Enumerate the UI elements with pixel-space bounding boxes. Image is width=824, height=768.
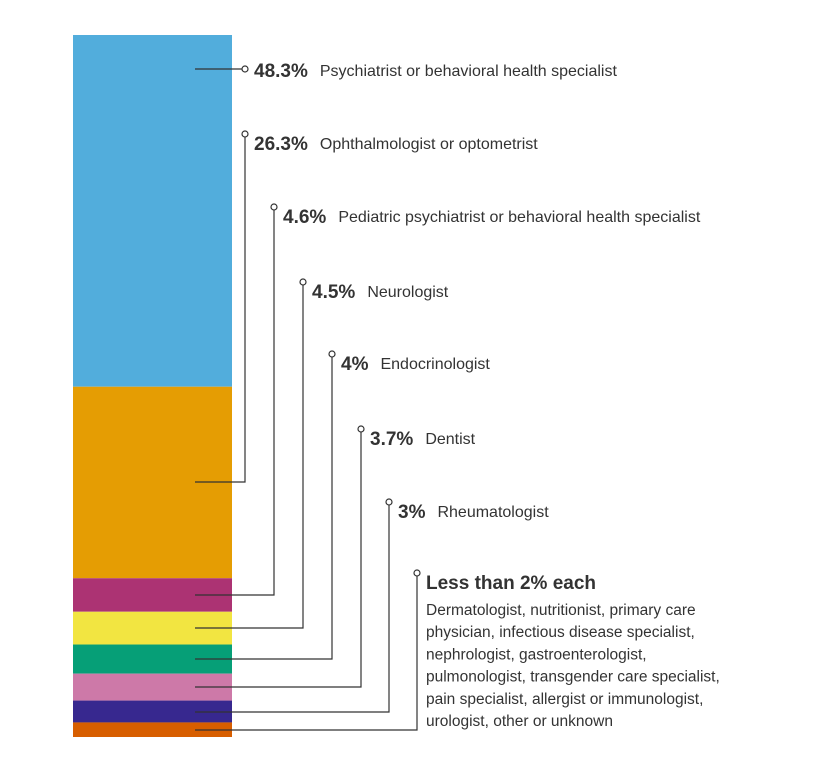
leader-line-4	[195, 285, 304, 629]
leader-dot-7	[385, 498, 393, 506]
segment-name-label-4: Neurologist	[367, 284, 448, 301]
leader-dot-2	[241, 130, 249, 138]
leader-line-3	[195, 210, 275, 596]
segment-name-label-1: Psychiatrist or behavioral health specia…	[320, 63, 618, 80]
bar-segments	[73, 35, 232, 737]
segment-detail-line-5: pain specialist, allergist or immunologi…	[426, 691, 703, 708]
segment-value-label-4: 4.5%	[312, 282, 355, 303]
segment-value-label-3: 4.6%	[283, 207, 326, 228]
segment-value-label-5: 4%	[341, 354, 369, 375]
segment-value-label-2: 26.3%	[254, 134, 308, 155]
segment-name-label-3: Pediatric psychiatrist or behavioral hea…	[338, 209, 701, 226]
segment-detail-line-1: Dermatologist, nutritionist, primary car…	[426, 602, 696, 619]
segment-detail-line-3: nephrologist, gastroenterologist,	[426, 646, 647, 663]
leader-line-7	[195, 505, 390, 713]
leader-line-2	[195, 137, 246, 483]
leader-dot-6	[357, 425, 365, 433]
segment-value-label-8: Less than 2% each	[426, 573, 596, 594]
segment-name-label-2: Ophthalmologist or optometrist	[320, 136, 538, 153]
leader-dot-8	[413, 569, 421, 577]
segment-labels: 48.3% Psychiatrist or behavioral health s…	[254, 61, 720, 730]
leader-line-8	[195, 576, 418, 731]
leader-lines	[195, 65, 421, 731]
segment-detail-line-6: urologist, other or unknown	[426, 713, 613, 730]
segment-name-label-7: Rheumatologist	[437, 504, 549, 521]
bar-segment-8	[73, 722, 232, 737]
segment-value-label-1: 48.3%	[254, 61, 308, 82]
segment-name-label-6: Dentist	[425, 431, 475, 448]
segment-detail-line-2: physician, infectious disease specialist…	[426, 624, 695, 641]
leader-dot-5	[328, 350, 336, 358]
segment-value-label-6: 3.7%	[370, 429, 413, 450]
leader-line-6	[195, 432, 362, 688]
leader-dot-1	[241, 65, 249, 73]
segment-value-label-7: 3%	[398, 502, 426, 523]
leader-dot-3	[270, 203, 278, 211]
leader-line-5	[195, 357, 333, 660]
leader-dot-4	[299, 278, 307, 286]
bar-segment-7	[73, 700, 232, 723]
segment-name-label-5: Endocrinologist	[380, 356, 490, 373]
bar-segment-1	[73, 35, 232, 387]
segment-detail-line-4: pulmonologist, transgender care speciali…	[426, 669, 720, 686]
